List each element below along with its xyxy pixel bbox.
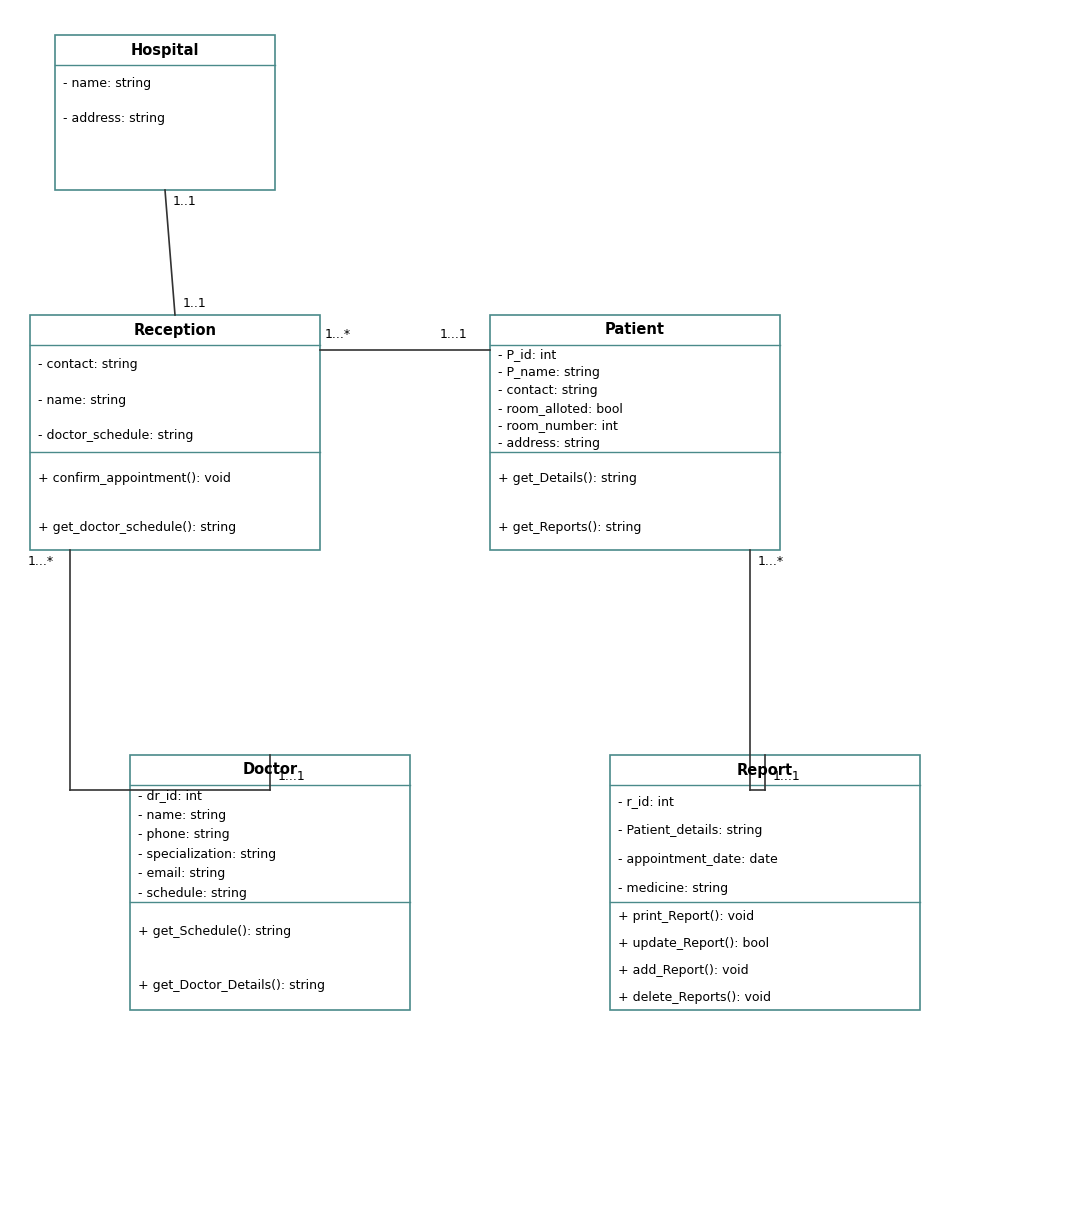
Text: + get_Schedule(): string: + get_Schedule(): string — [138, 925, 292, 938]
Text: 1...*: 1...* — [325, 328, 351, 341]
Text: Report: Report — [737, 762, 793, 778]
Text: Doctor: Doctor — [242, 762, 298, 778]
Text: - name: string: - name: string — [63, 77, 151, 91]
Text: - name: string: - name: string — [38, 393, 126, 407]
Text: 1..1: 1..1 — [173, 195, 197, 208]
Text: + get_Details(): string: + get_Details(): string — [498, 472, 637, 485]
Text: - Patient_details: string: - Patient_details: string — [618, 824, 762, 837]
Text: - medicine: string: - medicine: string — [618, 882, 728, 895]
Text: - contact: string: - contact: string — [498, 383, 597, 397]
Text: Hospital: Hospital — [131, 43, 199, 58]
Text: 1...1: 1...1 — [773, 771, 800, 783]
Text: 1...*: 1...* — [758, 555, 784, 568]
Text: - doctor_schedule: string: - doctor_schedule: string — [38, 429, 193, 442]
Text: + get_Doctor_Details(): string: + get_Doctor_Details(): string — [138, 979, 325, 992]
Text: - phone: string: - phone: string — [138, 828, 230, 842]
Text: - P_name: string: - P_name: string — [498, 366, 599, 379]
Text: - schedule: string: - schedule: string — [138, 887, 247, 899]
Text: - address: string: - address: string — [63, 111, 165, 125]
Bar — [30, 315, 320, 550]
Bar — [490, 315, 780, 550]
Text: - room_alloted: bool: - room_alloted: bool — [498, 402, 623, 414]
Text: - P_id: int: - P_id: int — [498, 348, 556, 361]
Text: + get_Reports(): string: + get_Reports(): string — [498, 522, 642, 534]
Text: - name: string: - name: string — [138, 808, 226, 822]
Bar — [55, 36, 275, 190]
Text: - room_number: int: - room_number: int — [498, 419, 618, 432]
Text: - dr_id: int: - dr_id: int — [138, 789, 202, 802]
Text: + get_doctor_schedule(): string: + get_doctor_schedule(): string — [38, 522, 237, 534]
Text: - appointment_date: date: - appointment_date: date — [618, 853, 778, 866]
Text: + confirm_appointment(): void: + confirm_appointment(): void — [38, 472, 231, 485]
Text: - specialization: string: - specialization: string — [138, 848, 276, 861]
Text: - address: string: - address: string — [498, 437, 600, 450]
Text: + print_Report(): void: + print_Report(): void — [618, 910, 754, 924]
Text: 1...1: 1...1 — [440, 328, 468, 341]
Text: + delete_Reports(): void: + delete_Reports(): void — [618, 991, 771, 1004]
Text: 1..1: 1..1 — [183, 296, 206, 310]
Text: - email: string: - email: string — [138, 867, 226, 881]
Text: 1...*: 1...* — [28, 555, 54, 568]
Text: Patient: Patient — [605, 322, 665, 338]
Text: - r_id: int: - r_id: int — [618, 795, 674, 807]
Text: - contact: string: - contact: string — [38, 358, 137, 371]
Text: + add_Report(): void: + add_Report(): void — [618, 964, 748, 978]
Text: Reception: Reception — [134, 322, 216, 338]
Bar — [610, 755, 920, 1009]
Text: 1...1: 1...1 — [278, 771, 306, 783]
Text: + update_Report(): bool: + update_Report(): bool — [618, 937, 769, 951]
Bar — [130, 755, 410, 1009]
